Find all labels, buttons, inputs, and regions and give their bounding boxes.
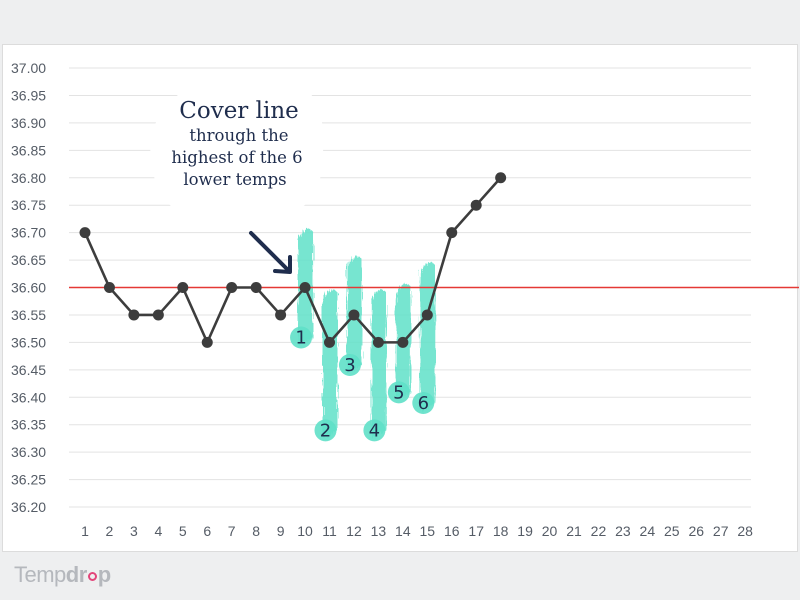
y-tick-label: 36.60 (11, 280, 46, 296)
data-point (275, 309, 287, 321)
x-tick-label: 22 (591, 523, 607, 539)
data-point (470, 199, 482, 211)
y-tick-label: 36.45 (11, 362, 46, 378)
y-tick-label: 36.20 (11, 499, 46, 515)
data-point (152, 309, 164, 321)
highlight-label: 5 (393, 382, 404, 403)
x-tick-label: 21 (566, 523, 582, 539)
arrow-icon (249, 231, 292, 274)
callout-line-2: highest of the 6 (171, 148, 302, 167)
x-tick-label: 14 (395, 523, 411, 539)
x-tick-label: 11 (322, 523, 337, 539)
data-point (128, 309, 140, 321)
x-tick-label: 19 (517, 523, 533, 539)
highlight-stroke (322, 289, 338, 439)
data-point (421, 309, 433, 321)
y-tick-label: 36.95 (11, 87, 46, 103)
x-tick-label: 8 (252, 523, 260, 539)
chart-panel: 37.00 36.95 36.90 36.85 36.80 36.75 36.70 36.65… (2, 44, 799, 552)
y-tick-label: 36.70 (11, 225, 46, 241)
y-tick-label: 36.25 (11, 472, 46, 488)
x-tick-label: 13 (371, 523, 387, 539)
x-tick-label: 9 (277, 523, 285, 539)
data-point (495, 172, 507, 184)
data-point (372, 336, 384, 348)
y-tick-label: 37.00 (11, 60, 46, 76)
y-tick-label: 36.40 (11, 389, 46, 405)
x-tick-label: 26 (688, 523, 704, 539)
x-tick-label: 28 (737, 523, 753, 539)
highlight-label: 6 (418, 393, 429, 414)
y-tick-label: 36.50 (11, 334, 46, 350)
highlight-label-bg (387, 381, 410, 404)
highlight-stroke (420, 262, 436, 411)
x-tick-label: 16 (444, 523, 460, 539)
data-point (348, 309, 360, 321)
x-tick-label: 5 (179, 523, 187, 539)
x-tick-label: 12 (346, 523, 362, 539)
highlight-label: 1 (295, 328, 306, 349)
x-tick-label: 7 (228, 523, 236, 539)
highlight-label-bg (290, 326, 313, 349)
x-tick-label: 10 (297, 523, 313, 539)
x-tick-label: 2 (106, 523, 114, 539)
tempdrop-logo: Tempdr p (14, 562, 111, 587)
highlight-stroke (371, 289, 387, 439)
data-point (446, 227, 458, 239)
y-tick-label: 36.80 (11, 170, 46, 186)
highlight-label-bg (363, 419, 386, 442)
callout-line-3: lower temps (183, 170, 286, 189)
highlight-label-bg (412, 391, 435, 414)
x-tick-label: 20 (542, 523, 558, 539)
callout-bubble (150, 68, 324, 224)
highlight-label: 3 (344, 355, 355, 376)
x-tick-label: 18 (493, 523, 509, 539)
highlight-label: 4 (369, 420, 380, 441)
data-point (299, 282, 311, 293)
x-tick-label: 1 (81, 523, 89, 539)
data-point (397, 336, 409, 348)
data-point (79, 227, 91, 239)
x-tick-label: 6 (203, 523, 211, 539)
x-tick-label: 27 (713, 523, 729, 539)
y-tick-label: 36.65 (11, 252, 46, 268)
callout-title: Cover line (179, 98, 299, 124)
highlight-label: 2 (320, 420, 331, 441)
y-tick-label: 36.35 (11, 417, 46, 433)
y-tick-label: 36.30 (11, 444, 46, 460)
x-tick-label: 25 (664, 523, 680, 539)
data-point (250, 282, 262, 293)
data-point (177, 282, 189, 293)
y-tick-label: 36.85 (11, 142, 46, 158)
y-tick-label: 36.75 (11, 197, 46, 213)
chart-svg: 37.00 36.95 36.90 36.85 36.80 36.75 36.70 36.65… (11, 60, 799, 539)
data-point (103, 282, 115, 293)
highlight-label-bg (314, 419, 337, 442)
x-tick-label: 4 (154, 523, 162, 539)
x-tick-label: 24 (640, 523, 656, 539)
data-point (201, 336, 213, 348)
x-tick-label: 15 (420, 523, 436, 539)
y-tick-label: 36.90 (11, 115, 46, 131)
x-tick-label: 3 (130, 523, 138, 539)
y-tick-label: 36.55 (11, 307, 46, 323)
data-point (324, 336, 335, 348)
x-tick-label: 17 (468, 523, 484, 539)
callout-line-1: through the (189, 126, 288, 145)
highlight-label-bg (338, 353, 361, 376)
data-point (226, 282, 238, 293)
x-tick-label: 23 (615, 523, 631, 539)
